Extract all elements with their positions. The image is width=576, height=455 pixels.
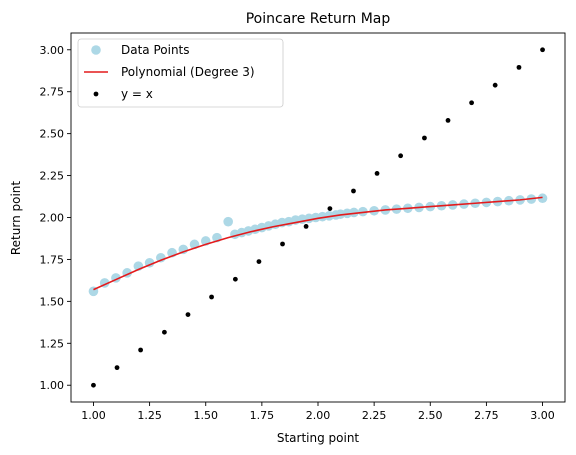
legend-marker xyxy=(93,91,99,97)
y-tick-label: 2.00 xyxy=(40,212,65,225)
data-point xyxy=(138,347,144,353)
data-point xyxy=(358,206,368,217)
data-point xyxy=(162,329,167,335)
x-tick-label: 1.25 xyxy=(137,409,162,422)
data-point xyxy=(469,100,474,106)
data-point xyxy=(223,216,233,227)
data-point xyxy=(516,64,522,70)
x-axis-label: Starting point xyxy=(277,431,360,445)
x-tick-label: 1.00 xyxy=(81,409,106,422)
x-tick-label: 2.00 xyxy=(306,409,331,422)
plot-area xyxy=(88,47,548,388)
x-tick-label: 2.50 xyxy=(418,409,443,422)
data-point xyxy=(232,276,238,282)
data-point xyxy=(540,47,545,53)
fit-line xyxy=(93,196,543,291)
y-tick-label: 1.50 xyxy=(40,295,65,308)
data-point xyxy=(537,193,548,204)
legend-entry: y = x xyxy=(121,87,153,101)
y-tick-label: 1.00 xyxy=(40,379,65,392)
x-tick-label: 1.50 xyxy=(193,409,218,422)
y-axis-label: Return point xyxy=(9,181,23,256)
x-tick-label: 1.75 xyxy=(250,409,275,422)
y-tick-label: 2.50 xyxy=(40,128,65,141)
y-tick-label: 1.25 xyxy=(40,337,65,350)
legend-box xyxy=(77,38,284,108)
data-point xyxy=(374,170,380,176)
legend: Data Points Polynomial (Degree 3) y = x xyxy=(77,38,284,108)
legend-entry: Data Points xyxy=(121,43,190,57)
legend-marker xyxy=(91,45,101,55)
data-point xyxy=(351,188,356,194)
data-point xyxy=(492,82,498,88)
data-point xyxy=(209,294,214,300)
axes: 1.00 1.25 1.50 1.75 2.00 2.25 2.50 2.75 3.00 1.00… xyxy=(40,32,566,422)
y-tick-label: 1.75 xyxy=(40,253,65,266)
data-point xyxy=(114,365,120,371)
chart-title: Poincare Return Map xyxy=(246,11,391,27)
x-tick-label: 2.75 xyxy=(474,409,499,422)
data-point xyxy=(256,259,262,265)
data-point xyxy=(303,223,309,229)
data-point xyxy=(398,153,404,159)
legend-entry: Polynomial (Degree 3) xyxy=(121,65,255,79)
data-point xyxy=(422,135,427,141)
data-point xyxy=(327,206,333,212)
data-point xyxy=(445,117,451,123)
y-tick-label: 2.25 xyxy=(40,170,65,183)
data-point xyxy=(91,382,96,388)
x-tick-label: 3.00 xyxy=(530,409,555,422)
y-tick-label: 2.75 xyxy=(40,86,65,99)
data-point xyxy=(280,241,285,247)
data-point xyxy=(185,312,191,318)
data-point xyxy=(349,207,359,218)
x-tick-label: 2.25 xyxy=(362,409,387,422)
y-tick-label: 3.00 xyxy=(40,44,65,57)
